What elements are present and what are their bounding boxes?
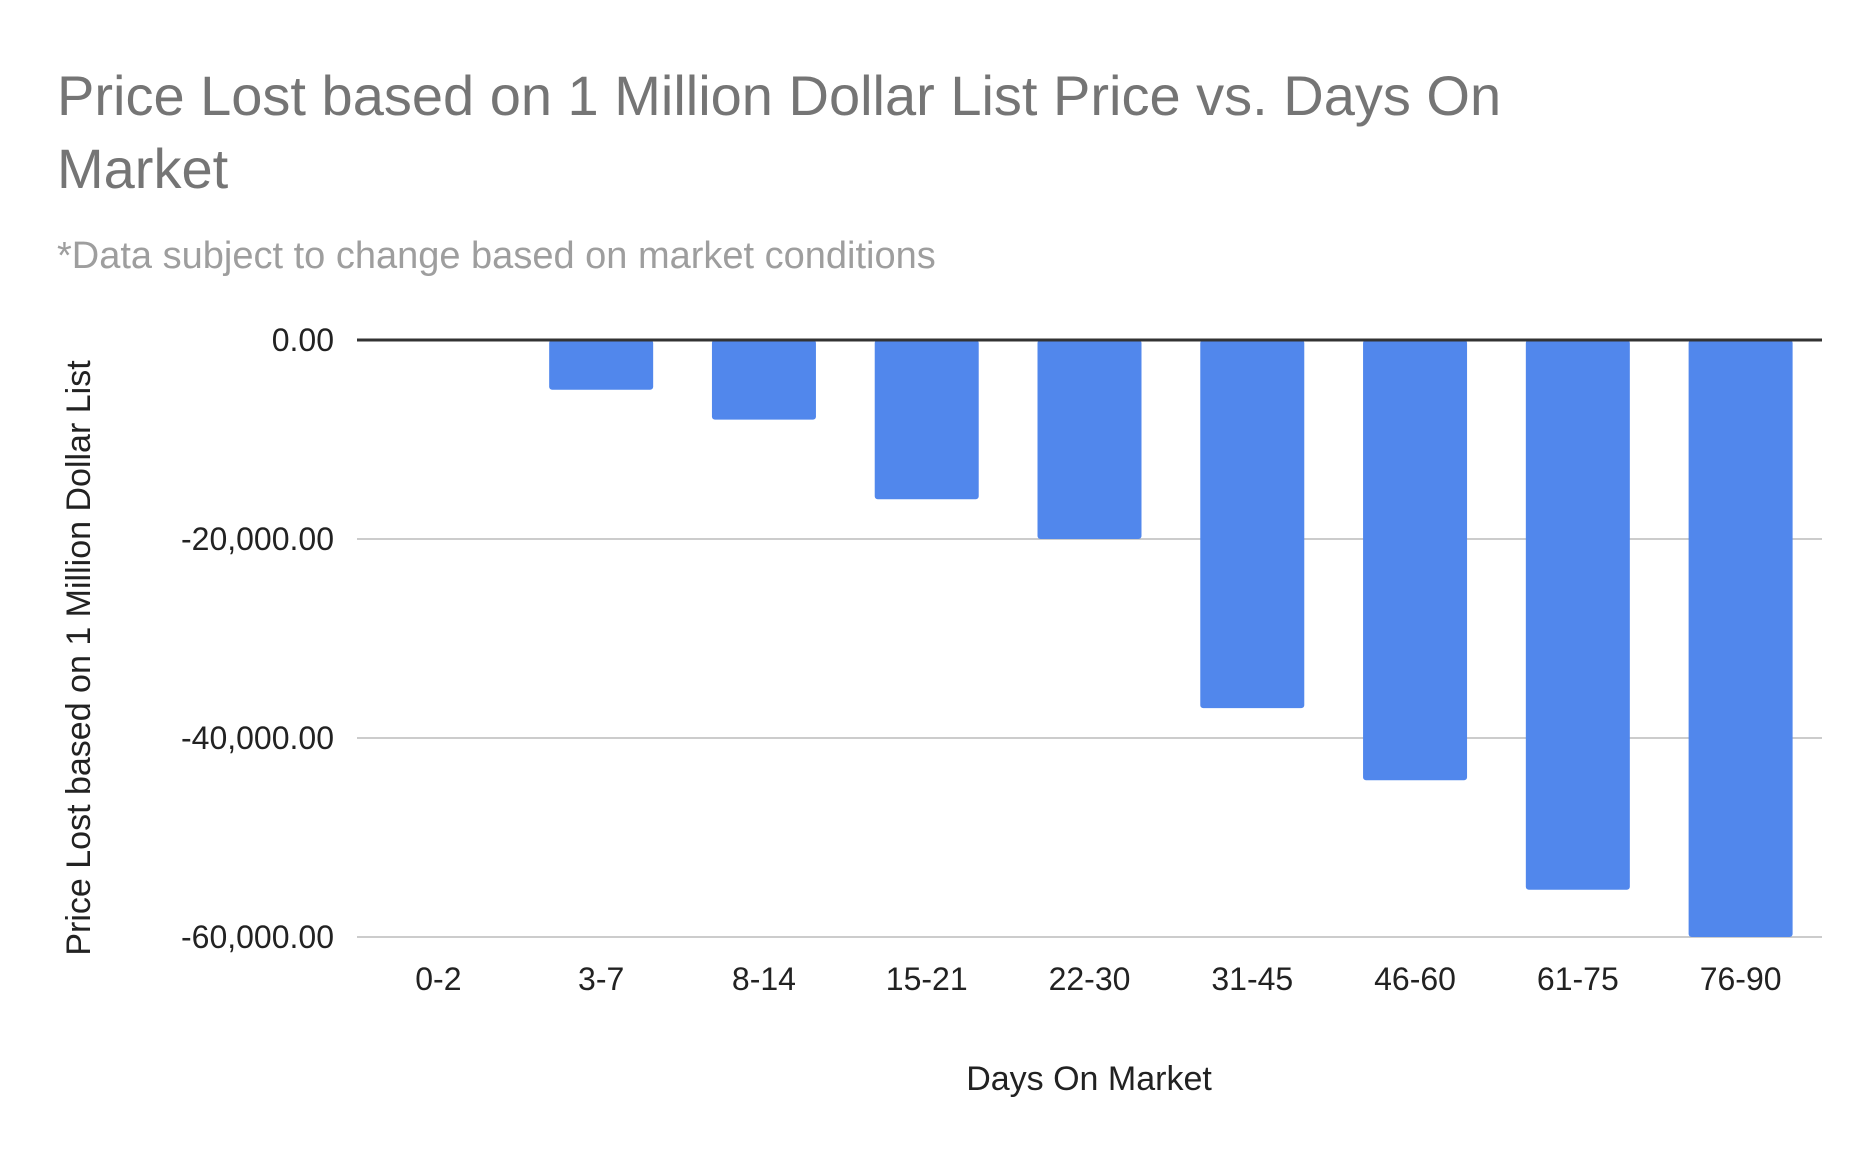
x-tick-label: 76-90 bbox=[1700, 961, 1782, 997]
x-tick-label: 0-2 bbox=[415, 961, 461, 997]
bar-46-60 bbox=[1363, 340, 1468, 781]
chart-subtitle: *Data subject to change based on market … bbox=[57, 235, 936, 277]
y-tick-label: 0.00 bbox=[272, 322, 334, 358]
bar-61-75 bbox=[1525, 340, 1630, 890]
y-tick-label: -60,000.00 bbox=[181, 919, 334, 955]
bar-3-7 bbox=[549, 340, 654, 390]
x-tick-label: 15-21 bbox=[886, 961, 968, 997]
bar-76-90 bbox=[1688, 340, 1793, 937]
bar-31-45 bbox=[1200, 340, 1305, 709]
x-tick-label: 31-45 bbox=[1211, 961, 1293, 997]
bars bbox=[549, 340, 1793, 937]
y-tick-label: -20,000.00 bbox=[181, 521, 334, 557]
chart-title-line-2: Market bbox=[57, 137, 229, 200]
x-tick-label: 61-75 bbox=[1537, 961, 1619, 997]
x-tick-label: 46-60 bbox=[1374, 961, 1456, 997]
y-axis-label: Price Lost based on 1 Million Dollar Lis… bbox=[60, 360, 98, 956]
bar-15-21 bbox=[874, 340, 979, 500]
bar-8-14 bbox=[711, 340, 816, 420]
x-tick-label: 22-30 bbox=[1049, 961, 1131, 997]
y-axis-ticks: 0.00 -20,000.00 -40,000.00 -60,000.00 bbox=[181, 322, 334, 955]
x-axis-ticks: 0-2 3-7 8-14 15-21 22-30 31-45 46-60 61-75 76-90 bbox=[415, 961, 1781, 997]
x-tick-label: 8-14 bbox=[732, 961, 796, 997]
bar-22-30 bbox=[1037, 340, 1142, 539]
x-axis-label: Days On Market bbox=[966, 1060, 1212, 1098]
y-tick-label: -40,000.00 bbox=[181, 720, 334, 756]
x-tick-label: 3-7 bbox=[578, 961, 624, 997]
chart-title-line-1: Price Lost based on 1 Million Dollar Lis… bbox=[57, 64, 1501, 127]
